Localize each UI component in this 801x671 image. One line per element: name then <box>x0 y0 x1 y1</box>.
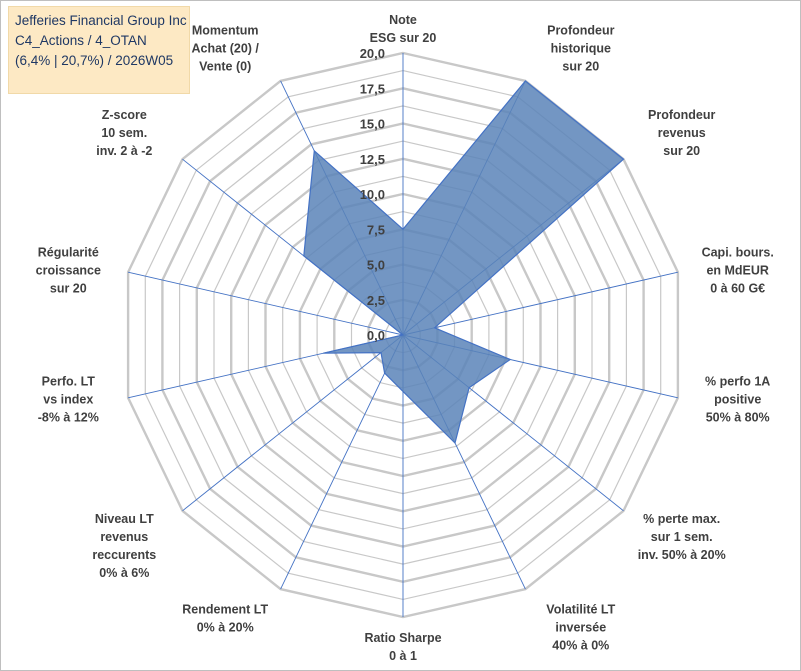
axis-label-line: -8% à 12% <box>38 411 99 425</box>
radar-spoke <box>280 334 404 590</box>
axis-label-line: reccurents <box>92 548 156 562</box>
axis-label-line: Momentum <box>192 24 259 38</box>
axis-label-line: 0% à 20% <box>197 620 254 634</box>
axis-label-line: Z-score <box>102 108 147 122</box>
axis-label: Régularité croissance sur 20 <box>36 246 101 296</box>
axis-label: Niveau LT revenus reccurents 0% à 6% <box>92 512 156 580</box>
axis-label-line: sur 1 sem. <box>651 530 713 544</box>
tick-label: 20,0 <box>360 46 385 61</box>
series-area <box>303 80 625 445</box>
axis-label: Ratio Sharpe 0 à 1 <box>364 631 441 663</box>
axis-label-line: 50% à 80% <box>706 411 770 425</box>
axis-label-line: inv. 2 à -2 <box>96 144 152 158</box>
tick-label: 2,5 <box>367 293 385 308</box>
axis-labels: Note ESG sur 20 Profondeur historique sur 20… <box>36 13 774 663</box>
axis-label-line: Volatilité LT <box>546 602 615 616</box>
axis-label-line: Profondeur <box>547 24 614 38</box>
radar-spoke <box>182 334 404 512</box>
axis-label-line: revenus <box>658 126 706 140</box>
axis-label-line: inv. 50% à 20% <box>638 548 726 562</box>
radar-spoke <box>402 271 679 336</box>
tick-label: 12,5 <box>360 152 385 167</box>
axis-label-line: 40% à 0% <box>552 638 609 652</box>
axis-label: Profondeur historique sur 20 <box>547 24 614 74</box>
axis-label-line: sur 20 <box>663 144 700 158</box>
chart-title-stats: (6,4% | 20,7%) / 2026W05 <box>15 53 174 68</box>
axis-label: % perfo 1A positive 50% à 80% <box>705 375 770 425</box>
tick-label: 0,0 <box>367 328 385 343</box>
axis-label: Z-score 10 sem. inv. 2 à -2 <box>96 108 152 158</box>
axis-label-line: Profondeur <box>648 108 715 122</box>
axis-label-line: 0 à 1 <box>389 649 417 663</box>
axis-label: Momentum Achat (20) / Vente (0) <box>192 24 260 74</box>
axis-label: Volatilité LT inversée 40% à 0% <box>546 602 615 652</box>
tick-label: 15,0 <box>360 117 385 132</box>
tick-label: 10,0 <box>360 187 385 202</box>
axis-label-line: Achat (20) / <box>192 42 260 56</box>
axis-label-line: Rendement LT <box>182 602 268 616</box>
axis-label-line: 10 sem. <box>101 126 147 140</box>
radial-tick-labels: 0,0 2,5 5,0 7,5 10,0 12,5 15,0 17,5 20,0 <box>360 46 385 343</box>
radar-series <box>303 80 625 445</box>
axis-label-line: Niveau LT <box>95 512 154 526</box>
axis-label-line: croissance <box>36 264 101 278</box>
tick-label: 17,5 <box>360 81 385 96</box>
tick-label: 5,0 <box>367 258 385 273</box>
axis-label-line: 0 à 60 G€ <box>710 282 765 296</box>
axis-label-line: sur 20 <box>50 282 87 296</box>
axis-label-line: vs index <box>43 393 93 407</box>
axis-label-line: % perfo 1A <box>705 375 770 389</box>
axis-label-line: Capi. bours. <box>702 246 774 260</box>
axis-label-line: Régularité <box>38 246 99 260</box>
axis-label-line: 0% à 6% <box>99 566 149 580</box>
axis-label-line: historique <box>551 42 611 56</box>
axis-label-line: Perfo. LT <box>42 375 96 389</box>
axis-label: Profondeur revenus sur 20 <box>648 108 715 158</box>
axis-label-line: inversée <box>555 620 606 634</box>
axis-label-line: positive <box>714 393 761 407</box>
chart-title-box: Jefferies Financial Group Inc C4_Actions… <box>8 6 190 94</box>
axis-label-line: % perte max. <box>643 512 720 526</box>
axis-label-line: Note <box>389 13 417 27</box>
chart-title-company: Jefferies Financial Group Inc <box>15 13 187 28</box>
axis-label: Rendement LT 0% à 20% <box>182 602 268 634</box>
axis-label: Note ESG sur 20 <box>370 13 437 45</box>
tick-label: 7,5 <box>367 222 385 237</box>
axis-label-line: sur 20 <box>562 60 599 74</box>
axis-label-line: Vente (0) <box>199 60 251 74</box>
axis-label: Capi. bours. en MdEUR 0 à 60 G€ <box>702 246 774 296</box>
axis-label-line: revenus <box>100 530 148 544</box>
axis-label-line: ESG sur 20 <box>370 31 437 45</box>
axis-label: Perfo. LT vs index -8% à 12% <box>38 375 99 425</box>
radar-spoke <box>127 271 404 336</box>
axis-label: % perte max. sur 1 sem. inv. 50% à 20% <box>638 512 726 562</box>
chart-title-category: C4_Actions / 4_OTAN <box>15 33 147 48</box>
axis-label-line: Ratio Sharpe <box>364 631 441 645</box>
axis-label-line: en MdEUR <box>706 264 769 278</box>
